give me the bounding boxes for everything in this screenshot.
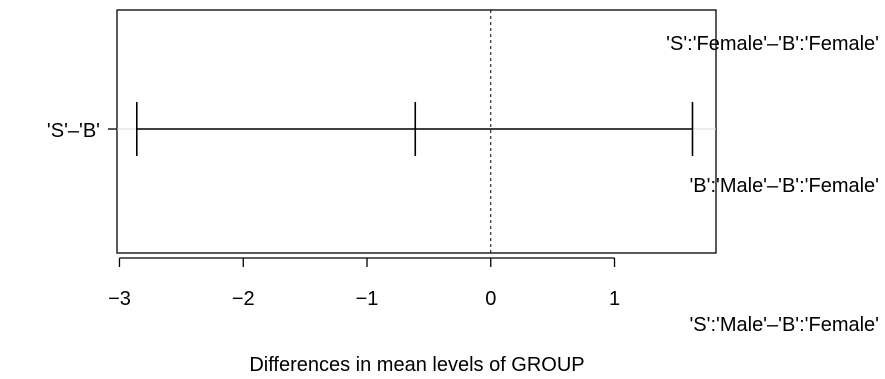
plot-frame xyxy=(116,9,717,254)
y-category-label: 'S'–'B' xyxy=(47,120,100,142)
annotation-label-1: 'S':'Female'–'B':'Female' xyxy=(666,33,879,55)
x-tick-label: −1 xyxy=(356,288,379,310)
x-axis-label: Differences in mean levels of GROUP xyxy=(249,354,584,376)
annotation-label-3: 'S':'Male'–'B':'Female' xyxy=(689,314,879,336)
x-tick-label: −2 xyxy=(232,288,255,310)
annotation-label-2: 'B':'Male'–'B':'Female' xyxy=(689,175,879,197)
x-tick-label: 0 xyxy=(485,288,496,310)
x-tick-label: −3 xyxy=(108,288,131,310)
x-tick-label: 1 xyxy=(609,288,620,310)
